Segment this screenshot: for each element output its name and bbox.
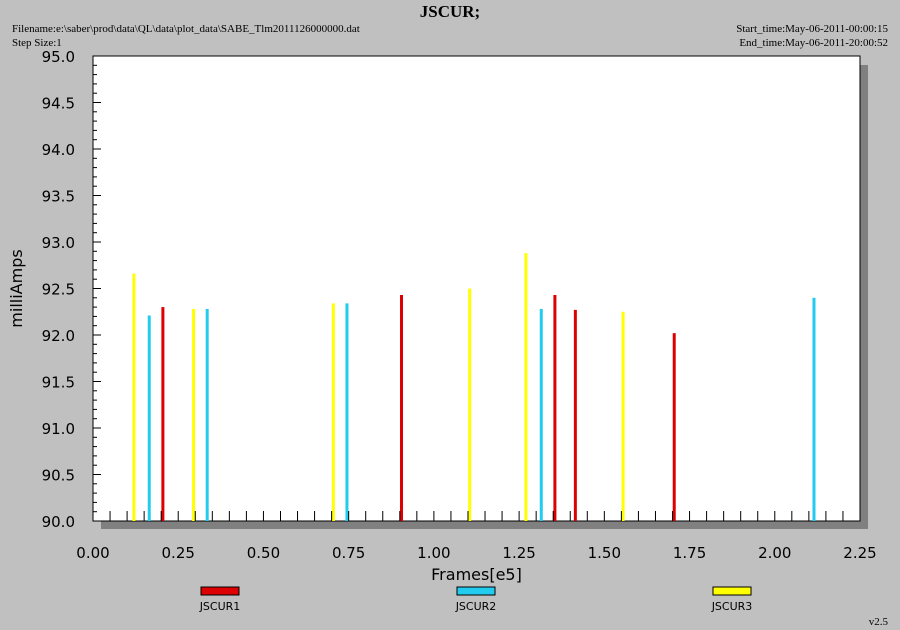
- bars-group: [132, 253, 816, 521]
- plot-area: [92, 55, 861, 522]
- bar-jscur1-5: [672, 333, 676, 521]
- x-tick-label: 2.25: [843, 544, 876, 562]
- bar-jscur2-4: [539, 308, 543, 521]
- bar-jscur1-1: [161, 307, 165, 521]
- x-tick-label: 0.50: [247, 544, 280, 562]
- legend-swatch-jscur1: [200, 586, 240, 596]
- x-tick-label: 2.00: [758, 544, 791, 562]
- y-tick-label: 94.0: [42, 141, 75, 159]
- bar-jscur1-2: [400, 295, 404, 521]
- y-tick-label: 93.5: [42, 188, 75, 206]
- bar-jscur2-5: [812, 297, 816, 521]
- bar-jscur3-6: [621, 311, 625, 521]
- y-tick-label: 91.5: [42, 374, 75, 392]
- x-tick-label: 0.75: [332, 544, 365, 562]
- filename-label: Filename:e:\saber\prod\data\QL\data\plot…: [12, 23, 360, 35]
- y-tick-label: 95.0: [42, 48, 75, 66]
- y-tick-label: 90.0: [42, 513, 75, 531]
- y-tick-label: 90.5: [42, 467, 75, 485]
- legend-swatch-jscur3: [712, 586, 752, 596]
- chart-title: JSCUR;: [419, 2, 481, 21]
- legend: JSCUR1 JSCUR2 JSCUR3: [199, 586, 753, 613]
- x-tick-label: 1.25: [502, 544, 535, 562]
- y-tick-label: 92.0: [42, 327, 75, 345]
- y-tick-label: 93.0: [42, 234, 75, 252]
- legend-label-jscur2: JSCUR2: [455, 600, 497, 613]
- version-label: v2.5: [868, 616, 888, 628]
- x-tick-label: 0.00: [76, 544, 109, 562]
- x-tick-label: 1.00: [417, 544, 450, 562]
- bar-jscur3-3: [331, 303, 335, 521]
- step-size-label: Step Size:1: [12, 37, 62, 49]
- bar-jscur3-5: [524, 253, 528, 521]
- bar-jscur1-4: [573, 309, 577, 521]
- legend-label-jscur3: JSCUR3: [711, 600, 753, 613]
- end-time-label: End_time:May-06-2011-20:00:52: [739, 37, 888, 49]
- bar-jscur2-3: [345, 303, 349, 521]
- x-tick-label: 1.50: [588, 544, 621, 562]
- legend-label-jscur1: JSCUR1: [199, 600, 241, 613]
- start-time-label: Start_time:May-06-2011-00:00:15: [736, 23, 888, 35]
- bar-jscur3-1: [132, 273, 136, 521]
- axes-group: 90.0 90.5 91.0 91.5 92.0 92.5 93.0 93.5 94.0 94.5…: [7, 48, 877, 584]
- y-tick-label: 91.0: [42, 420, 75, 438]
- x-tick-label: 0.25: [162, 544, 195, 562]
- bar-jscur3-4: [468, 288, 472, 521]
- legend-swatch-jscur2: [456, 586, 496, 596]
- bar-jscur2-1: [147, 315, 151, 521]
- y-axis-title: milliAmps: [7, 249, 26, 327]
- y-tick-label: 92.5: [42, 281, 75, 299]
- bar-jscur1-3: [553, 295, 557, 521]
- bar-jscur2-2: [205, 308, 209, 521]
- bar-jscur3-2: [192, 308, 196, 521]
- x-axis-title: Frames[e5]: [431, 565, 522, 584]
- x-tick-label: 1.75: [673, 544, 706, 562]
- y-tick-label: 94.5: [42, 95, 75, 113]
